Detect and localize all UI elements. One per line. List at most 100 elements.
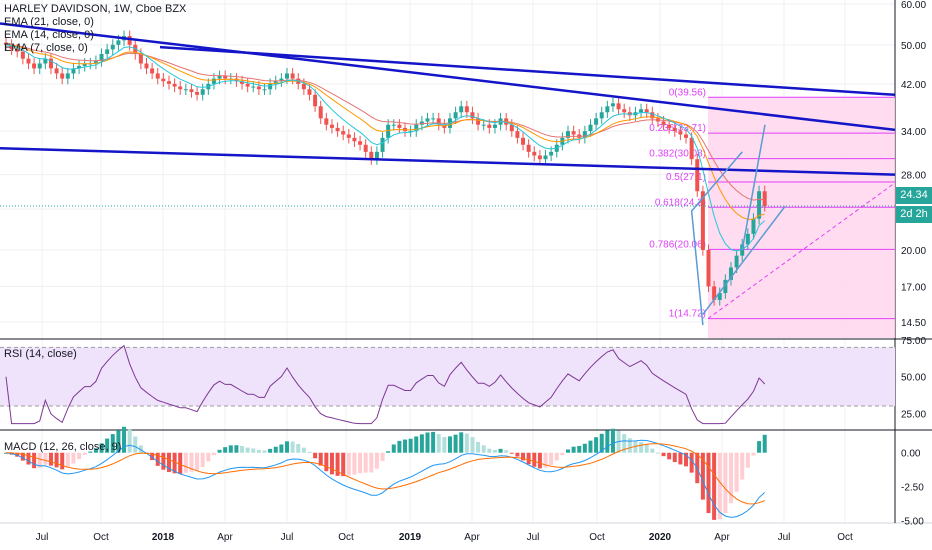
macd-histogram-bar: [757, 441, 762, 453]
macd-histogram-bar: [105, 438, 110, 453]
candle-body: [189, 89, 194, 93]
time-axis-label: Jul: [778, 532, 791, 543]
macd-histogram-bar: [172, 452, 177, 474]
candle-body: [26, 58, 31, 64]
rsi-legend[interactable]: RSI (14, close): [4, 348, 77, 360]
macd-histogram-bar: [661, 452, 666, 457]
candle-body: [689, 137, 694, 160]
candle-body: [425, 118, 430, 122]
macd-histogram-bar: [521, 452, 526, 461]
candle-body: [464, 106, 469, 113]
macd-histogram-bar: [251, 448, 256, 453]
macd-histogram-bar: [762, 434, 767, 453]
candle-body: [99, 53, 104, 62]
macd-histogram-bar: [588, 440, 593, 453]
ema21-legend[interactable]: EMA (21, close, 0): [4, 16, 94, 28]
candle-body: [71, 68, 76, 74]
top-trend-line: [159, 45, 896, 97]
macd-legend[interactable]: MACD (12, 26, close, 9): [4, 441, 122, 453]
macd-histogram-bar: [571, 446, 576, 453]
macd-histogram-bar: [537, 452, 542, 469]
macd-histogram-bar: [88, 451, 93, 453]
macd-histogram-bar: [549, 452, 554, 465]
wedge-line: [690, 151, 743, 326]
candle-body: [391, 124, 396, 126]
candle-body: [599, 112, 604, 119]
candle-body: [268, 83, 273, 90]
candle-body: [684, 134, 689, 138]
candle-body: [712, 286, 717, 300]
candle-body: [138, 53, 143, 64]
candle-body: [459, 106, 464, 113]
candle-body: [279, 78, 284, 82]
macd-histogram-bar: [582, 443, 587, 453]
candle-body: [195, 92, 200, 95]
candle-body: [476, 118, 481, 125]
macd-histogram-bar: [301, 447, 306, 453]
candle-body: [723, 279, 728, 294]
macd-histogram-bar: [161, 452, 166, 470]
candle-body: [543, 155, 548, 160]
price-axis-label: 20.00: [901, 246, 926, 257]
time-axis-label: Jul: [36, 532, 49, 543]
candle-body: [610, 103, 615, 107]
macd-histogram-bar: [745, 452, 750, 468]
macd-histogram-bar: [728, 452, 733, 504]
macd-histogram-bar: [296, 444, 301, 453]
macd-histogram-bar: [706, 452, 711, 514]
macd-histogram-bar: [577, 445, 582, 453]
candle-body: [588, 124, 593, 132]
macd-histogram-bar: [481, 445, 486, 453]
candle-body: [346, 134, 351, 138]
last-price-tag: 24.34: [896, 187, 932, 204]
candle-body: [762, 191, 767, 207]
candle-body: [82, 63, 87, 66]
macd-histogram-bar: [487, 448, 492, 453]
candle-body: [183, 89, 188, 91]
fib-level-label: 0.618(24.2): [655, 197, 706, 208]
macd-histogram-bar: [43, 452, 48, 465]
macd-histogram-bar: [599, 433, 604, 453]
ema14-legend[interactable]: EMA (14, close, 0): [4, 29, 94, 41]
macd-histogram-bar: [279, 444, 284, 453]
candle-body: [419, 121, 424, 125]
macd-histogram-bar: [717, 452, 722, 520]
time-axis-label: Apr: [714, 532, 730, 543]
candle-body: [358, 141, 363, 145]
upper-trend-line: [0, 22, 896, 132]
candle-body: [93, 61, 98, 64]
ema7-legend[interactable]: EMA (7, close, 0): [4, 42, 88, 54]
macd-histogram-bar: [566, 449, 570, 453]
macd-histogram-bar: [138, 445, 143, 453]
candle-body: [380, 137, 385, 152]
macd-histogram-bar: [386, 451, 391, 453]
macd-histogram-bar: [532, 452, 537, 467]
candle-body: [9, 44, 14, 50]
candle-body: [133, 44, 138, 54]
macd-histogram-bar: [526, 452, 531, 465]
macd-histogram-bar: [346, 452, 351, 476]
macd-histogram-bar: [245, 447, 250, 453]
macd-histogram-bar: [723, 452, 728, 513]
macd-histogram-bar: [504, 450, 509, 453]
time-axis-label: Oct: [589, 532, 605, 543]
macd-histogram-bar: [363, 452, 368, 473]
macd-histogram-bar: [639, 442, 644, 453]
macd-histogram-bar: [712, 452, 717, 520]
macd-histogram-bar: [678, 452, 683, 465]
macd-histogram-bar: [290, 441, 295, 453]
candle-body: [453, 112, 458, 119]
macd-histogram-bar: [369, 452, 374, 473]
candle-body: [110, 44, 115, 50]
price-axis-label: 34.00: [901, 127, 926, 138]
candle-body: [172, 83, 177, 87]
candle-body: [329, 124, 334, 128]
candle-body: [285, 73, 289, 79]
macd-histogram-bar: [425, 432, 430, 453]
macd-line: [5, 439, 766, 518]
macd-histogram-bar: [431, 431, 436, 453]
candle-body: [335, 127, 340, 132]
rsi-axis-label: 75.00: [901, 336, 926, 347]
macd-histogram-bar: [240, 446, 245, 453]
